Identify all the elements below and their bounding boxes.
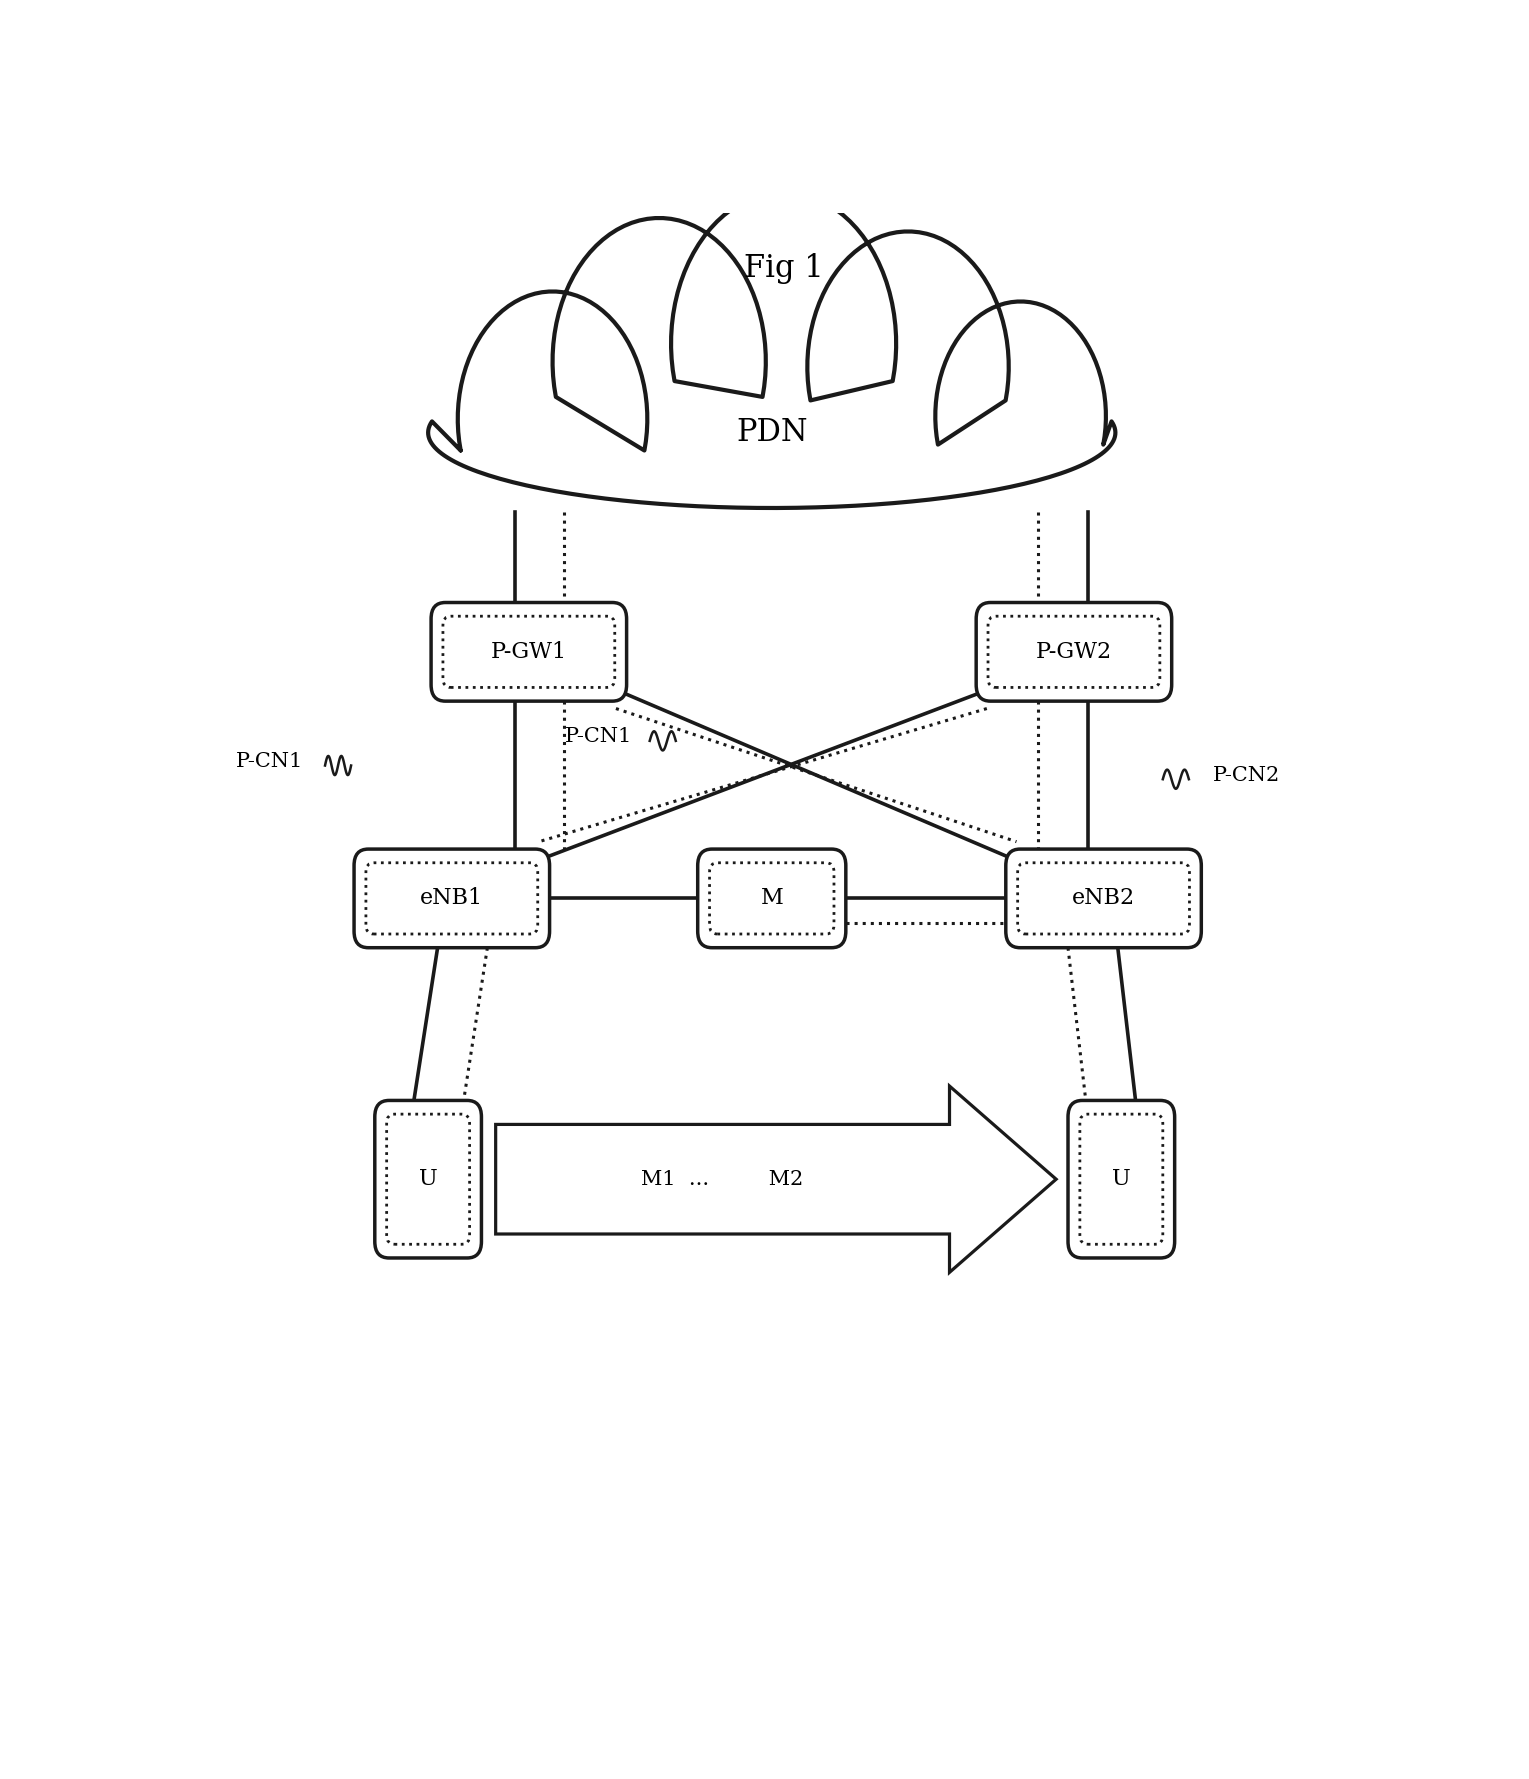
FancyBboxPatch shape	[431, 603, 627, 701]
Text: Fig 1: Fig 1	[743, 253, 824, 285]
FancyBboxPatch shape	[355, 849, 549, 948]
Text: P-CN2: P-CN2	[1212, 765, 1280, 785]
FancyBboxPatch shape	[1067, 1101, 1174, 1258]
Text: U: U	[419, 1169, 437, 1190]
Text: P-GW1: P-GW1	[491, 640, 567, 664]
Text: P-CN1: P-CN1	[235, 753, 304, 770]
FancyBboxPatch shape	[375, 1101, 482, 1258]
Text: PDN: PDN	[735, 416, 807, 448]
FancyBboxPatch shape	[1006, 849, 1202, 948]
FancyBboxPatch shape	[976, 603, 1171, 701]
Text: M: M	[760, 888, 783, 909]
Text: U: U	[1112, 1169, 1131, 1190]
Text: P-GW2: P-GW2	[1035, 640, 1112, 664]
Text: M1  ...         M2: M1 ... M2	[642, 1171, 804, 1188]
Polygon shape	[428, 192, 1115, 509]
FancyBboxPatch shape	[697, 849, 846, 948]
Text: eNB1: eNB1	[420, 888, 483, 909]
Polygon shape	[495, 1085, 1057, 1272]
Text: P-CN1: P-CN1	[564, 728, 631, 745]
Text: eNB2: eNB2	[1072, 888, 1135, 909]
